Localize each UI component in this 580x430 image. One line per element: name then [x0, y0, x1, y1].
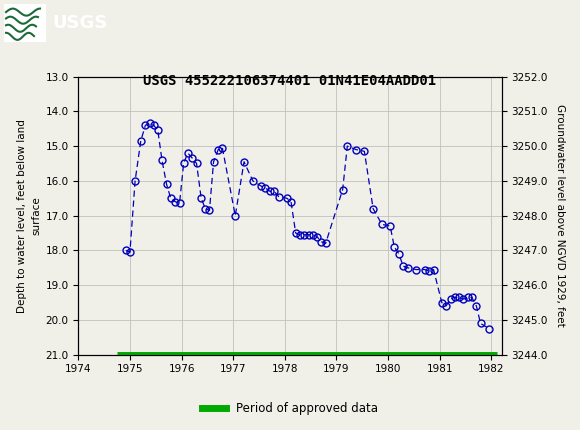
Y-axis label: Depth to water level, feet below land
surface: Depth to water level, feet below land su… — [17, 119, 41, 313]
Bar — [4, 4, 46, 43]
Text: USGS: USGS — [52, 14, 107, 32]
Legend: Period of approved data: Period of approved data — [198, 397, 382, 420]
Text: USGS 455222106374401 01N41E04AADD01: USGS 455222106374401 01N41E04AADD01 — [143, 74, 437, 89]
Y-axis label: Groundwater level above NGVD 1929, feet: Groundwater level above NGVD 1929, feet — [554, 104, 565, 327]
